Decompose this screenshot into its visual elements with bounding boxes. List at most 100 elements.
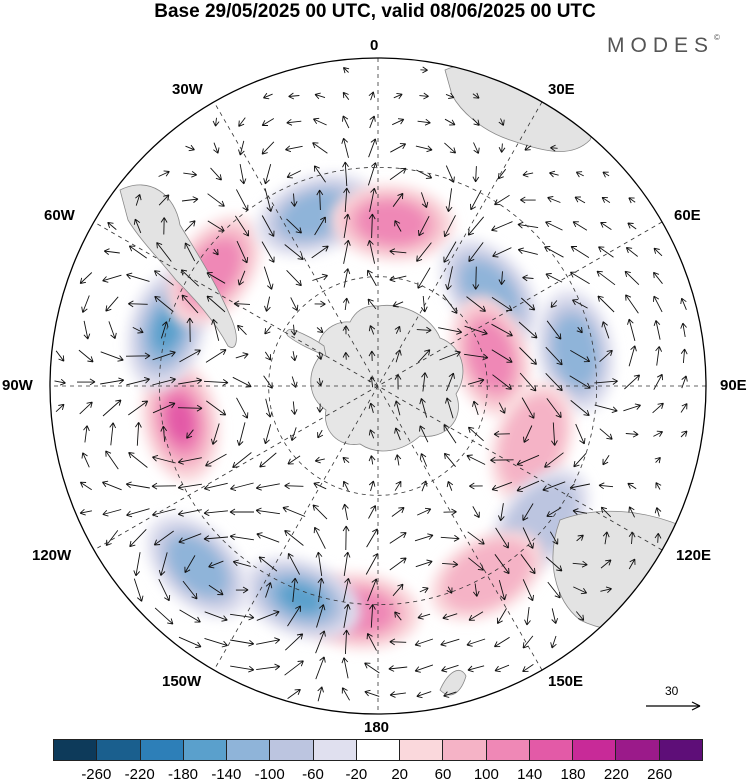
colorbar-tick-label: -100 [254, 766, 285, 783]
wind-vector [368, 429, 376, 439]
wind-vector [286, 218, 302, 234]
wind-vector [466, 638, 486, 647]
colorbar-cell [356, 739, 401, 761]
wind-vector [177, 457, 202, 465]
wind-vector [576, 534, 584, 542]
wind-vector [496, 608, 507, 624]
wind-anomaly-vectors [54, 66, 688, 702]
wind-vector [239, 164, 247, 185]
wind-vector [317, 429, 324, 439]
wind-vector [181, 294, 199, 314]
wind-vector [54, 378, 66, 386]
wind-vector [654, 532, 662, 543]
wind-vector [313, 165, 326, 183]
wind-vector [570, 350, 591, 363]
wind-vector [154, 295, 174, 312]
wind-vector [230, 482, 254, 492]
wind-vector [235, 352, 249, 359]
wind-vector [414, 664, 434, 673]
longitude-label-30w: 30W [172, 81, 203, 98]
wind-vector [287, 688, 301, 699]
wind-vector [389, 638, 407, 646]
wind-vector [183, 170, 197, 178]
wind-vector [343, 603, 351, 628]
wind-vector [342, 297, 350, 311]
wind-vector [255, 507, 280, 515]
wind-vector [203, 379, 229, 386]
wind-vector [521, 397, 535, 419]
wind-vector [416, 691, 432, 699]
wind-vector [76, 378, 96, 386]
wind-vector [182, 580, 198, 600]
wind-vector [342, 67, 350, 74]
wind-vector [598, 482, 614, 490]
wind-vector [519, 347, 537, 365]
wind-vector [680, 348, 688, 364]
colorbar-cell [486, 739, 530, 761]
wind-vector [184, 242, 196, 262]
wind-vector [185, 144, 195, 152]
wind-vector [263, 163, 272, 185]
colorbar-cell [53, 739, 98, 761]
longitude-label-150w: 150W [162, 673, 202, 690]
wind-vector [542, 481, 566, 492]
wind-vector [416, 326, 432, 334]
positive-anomaly [141, 359, 220, 483]
wind-vector [572, 221, 588, 231]
wind-vector [316, 403, 324, 413]
wind-vector [100, 377, 125, 385]
wind-vector [494, 664, 510, 673]
meridian-line [213, 101, 543, 671]
wind-vector [466, 454, 486, 465]
wind-vector [203, 535, 229, 542]
wind-vector [494, 554, 510, 575]
colorbar-tick-label: 260 [647, 766, 673, 783]
wind-vector [264, 296, 271, 312]
wind-vector [493, 430, 510, 438]
wind-vector [229, 508, 254, 516]
wind-vector [206, 400, 227, 416]
wind-vector [265, 398, 273, 418]
wind-vector [394, 220, 402, 232]
wind-vector [394, 611, 402, 621]
colorbar [53, 739, 703, 761]
wind-vector [341, 657, 349, 679]
wind-vector [596, 270, 616, 286]
wind-vector [103, 248, 120, 255]
wind-vector [153, 270, 174, 286]
wind-vector [597, 295, 615, 313]
wind-vector [342, 525, 350, 551]
wind-vector [368, 505, 377, 519]
wind-vector [55, 403, 65, 413]
wind-vector [394, 325, 401, 334]
wind-vector [418, 215, 430, 237]
wind-vector [364, 689, 380, 697]
wind-vector [420, 295, 428, 313]
wind-vector [574, 196, 586, 204]
wind-vector [472, 92, 480, 99]
reference-vector [646, 701, 701, 711]
wind-vector [286, 118, 302, 126]
wind-vector [516, 454, 540, 466]
wind-vector [342, 503, 349, 520]
wind-vector [132, 326, 144, 334]
colorbar-cell [183, 739, 228, 761]
wind-vector [417, 349, 431, 363]
wind-vector [524, 606, 531, 626]
wind-vector [392, 583, 404, 597]
wind-vector [206, 295, 226, 313]
longitude-label-0: 0 [370, 37, 379, 54]
wind-vector [445, 266, 453, 291]
wind-vector [602, 171, 610, 178]
wind-vector [491, 323, 513, 337]
wind-vector [468, 611, 484, 621]
wind-vector [492, 247, 512, 258]
wind-vector [204, 637, 228, 648]
wind-vector [259, 452, 277, 468]
wind-vector [570, 245, 590, 258]
wind-vector [158, 552, 168, 576]
wind-vector [599, 428, 613, 440]
wind-vector [368, 480, 376, 492]
wind-vector [290, 427, 297, 441]
wind-vector [102, 399, 122, 417]
